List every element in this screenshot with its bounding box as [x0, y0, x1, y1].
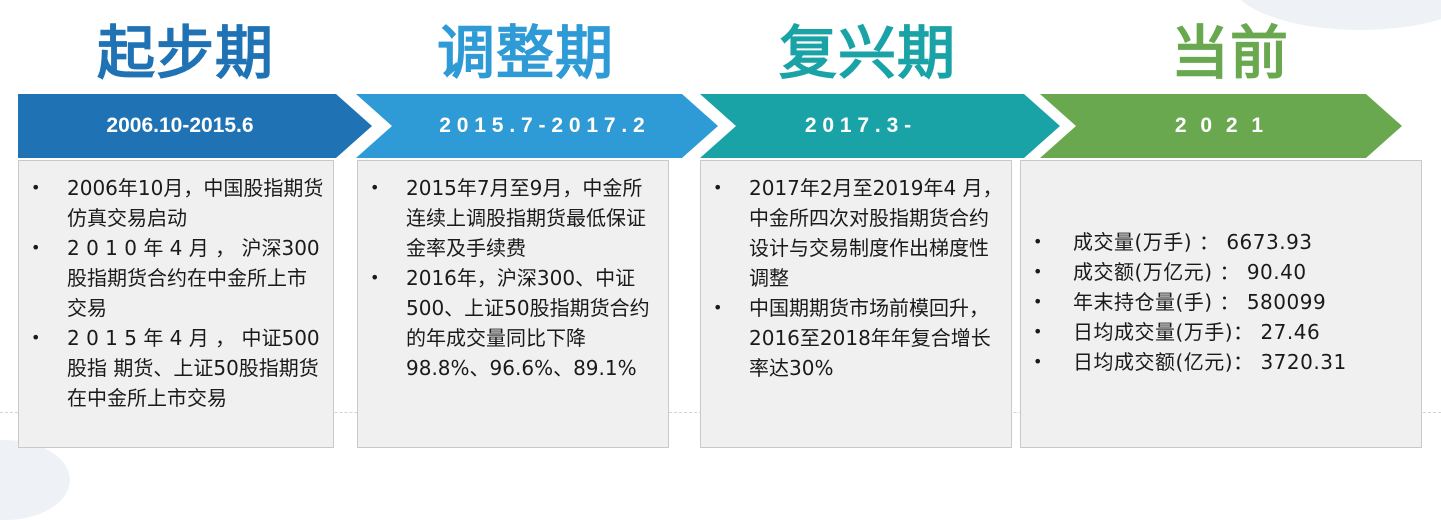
stat-item: • 日均成交量(万手)： 27.46 [1021, 317, 1413, 347]
phase-title: 复兴期 [778, 19, 956, 87]
phase-period: 2 0 1 5 . 7 - 2 0 1 7 . 2 [439, 114, 645, 137]
phase-box-revival: • 2017年2月至2019年4 月，中金所四次对股指期货合约设计与交易制度作出梯… [700, 160, 1012, 448]
item-text: 2015年7月至9月，中金所连续上调股指期货最低保证金率及手续费 [406, 176, 646, 260]
phase-arrow-revival: 2 0 1 7 . 3 - [700, 94, 1060, 158]
stat-text: 日均成交额(亿元)： 3720.31 [1073, 350, 1347, 374]
phase-arrow-startup: 2006.10-2015.6 [18, 94, 372, 158]
phase-arrow-adjustment: 2 0 1 5 . 7 - 2 0 1 7 . 2 [356, 94, 718, 158]
bullet-icon: • [31, 178, 41, 197]
phase-startup: 起步期 [18, 0, 388, 471]
phase-period: 2006.10-2015.6 [106, 114, 254, 137]
list-item: • 2006年10月，中国股指期货仿真交易启动 [19, 173, 325, 233]
phase-box-startup: • 2006年10月，中国股指期货仿真交易启动 • 2 0 1 0 年 4 月 ， … [18, 160, 334, 448]
item-text: 2006年10月，中国股指期货仿真交易启动 [67, 176, 324, 230]
stat-text: 成交量(万手) ： 6673.93 [1073, 230, 1313, 254]
stat-text: 年末持仓量(手) ： 580099 [1073, 290, 1327, 314]
phase-arrow-current: 2 0 2 1 [1040, 94, 1402, 158]
stat-item: • 年末持仓量(手) ： 580099 [1021, 287, 1413, 317]
phase-box-adjustment: • 2015年7月至9月，中金所连续上调股指期货最低保证金率及手续费 • 2016年… [357, 160, 669, 448]
bullet-icon: • [713, 298, 723, 317]
list-item: • 2017年2月至2019年4 月，中金所四次对股指期货合约设计与交易制度作出梯… [701, 173, 1003, 293]
stat-text: 成交额(万亿元) ： 90.40 [1073, 260, 1307, 284]
bullet-icon: • [1033, 292, 1043, 311]
phase-title: 起步期 [96, 19, 274, 87]
item-text: 2 0 1 0 年 4 月 ， 沪深300股指期货合约在中金所上市交易 [67, 236, 320, 320]
item-text: 中国期期货市场前模回升，2016至2018年年复合增长率达30% [749, 296, 991, 380]
stats-list: • 成交量(万手) ： 6673.93 • 成交额(万亿元) ： 90.40 • 年末… [1021, 161, 1421, 377]
bullet-icon: • [1033, 322, 1043, 341]
bullet-icon: • [370, 268, 380, 287]
phase-revival: 复兴期 [700, 0, 1070, 471]
bullet-icon: • [1033, 262, 1043, 281]
phase-period: 2 0 1 7 . 3 - [804, 114, 912, 137]
list-item: • 2 0 1 5 年 4 月 ， 中证500股指 期货、上证50股指期货在中金所… [19, 323, 325, 413]
bullet-icon: • [1033, 352, 1043, 371]
phase-title: 当前 [1170, 19, 1289, 87]
phase-item-list: • 2017年2月至2019年4 月，中金所四次对股指期货合约设计与交易制度作出梯… [701, 161, 1011, 383]
stat-item: • 日均成交额(亿元)： 3720.31 [1021, 347, 1413, 377]
phase-box-current: • 成交量(万手) ： 6673.93 • 成交额(万亿元) ： 90.40 • 年末… [1020, 160, 1422, 448]
item-text: 2017年2月至2019年4 月，中金所四次对股指期货合约设计与交易制度作出梯度… [749, 176, 1003, 290]
item-text: 2016年，沪深300、中证 500、上证50股指期货合约的年成交量同比下降 9… [406, 266, 650, 380]
phase-current: 当前 [1050, 0, 1440, 471]
stat-item: • 成交额(万亿元) ： 90.40 [1021, 257, 1413, 287]
phase-title: 调整期 [436, 19, 614, 87]
list-item: • 2015年7月至9月，中金所连续上调股指期货最低保证金率及手续费 [358, 173, 660, 263]
bullet-icon: • [1033, 232, 1043, 251]
phase-adjustment: 调整期 [358, 0, 728, 471]
phase-item-list: • 2015年7月至9月，中金所连续上调股指期货最低保证金率及手续费 • 2016年… [358, 161, 668, 383]
bullet-icon: • [713, 178, 723, 197]
bullet-icon: • [370, 178, 380, 197]
phase-item-list: • 2006年10月，中国股指期货仿真交易启动 • 2 0 1 0 年 4 月 ， … [19, 161, 333, 413]
list-item: • 2016年，沪深300、中证 500、上证50股指期货合约的年成交量同比下降 … [358, 263, 660, 383]
phase-period: 2 0 2 1 [1174, 114, 1268, 137]
stat-text: 日均成交量(万手)： 27.46 [1073, 320, 1321, 344]
stat-item: • 成交量(万手) ： 6673.93 [1021, 227, 1413, 257]
item-text: 2 0 1 5 年 4 月 ， 中证500股指 期货、上证50股指期货在中金所上… [67, 326, 320, 410]
list-item: • 中国期期货市场前模回升，2016至2018年年复合增长率达30% [701, 293, 1003, 383]
list-item: • 2 0 1 0 年 4 月 ， 沪深300股指期货合约在中金所上市交易 [19, 233, 325, 323]
bullet-icon: • [31, 238, 41, 257]
bullet-icon: • [31, 328, 41, 347]
